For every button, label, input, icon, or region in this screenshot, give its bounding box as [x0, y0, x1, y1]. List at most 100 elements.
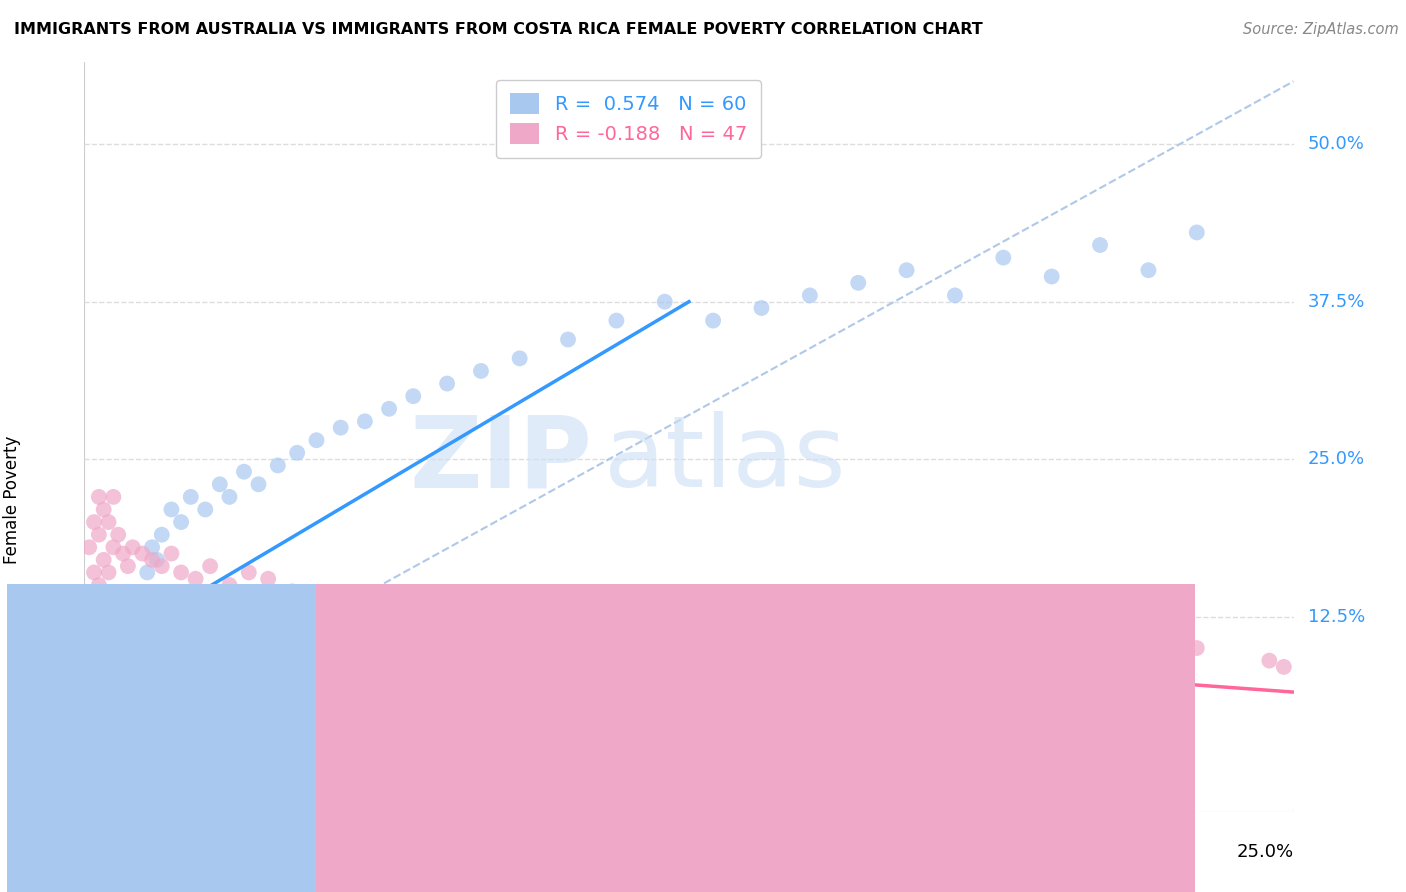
Point	[121, 541, 143, 555]
Point	[150, 527, 173, 541]
Point	[702, 313, 724, 327]
Point	[509, 351, 531, 366]
Point	[238, 566, 260, 580]
Point	[83, 566, 105, 580]
Point	[87, 490, 110, 504]
Point	[247, 477, 270, 491]
Point	[846, 276, 869, 290]
Point	[77, 660, 100, 674]
Point	[112, 634, 135, 648]
Point	[751, 622, 773, 636]
Point	[146, 553, 169, 567]
Text: 25.0%: 25.0%	[1236, 843, 1294, 861]
Point	[943, 288, 966, 302]
Point	[440, 603, 463, 617]
Text: 25.0%: 25.0%	[1308, 450, 1365, 468]
Point	[107, 527, 129, 541]
Point	[141, 553, 163, 567]
Point	[180, 490, 202, 504]
Text: Source: ZipAtlas.com: Source: ZipAtlas.com	[1243, 22, 1399, 37]
Point	[150, 559, 173, 574]
Point	[77, 591, 100, 605]
Point	[87, 527, 110, 541]
Point	[97, 640, 120, 655]
Point	[581, 615, 603, 630]
Point	[436, 376, 458, 391]
Point	[218, 490, 240, 504]
Point	[117, 615, 139, 630]
Point	[194, 502, 217, 516]
Point	[267, 458, 290, 473]
Point	[1031, 634, 1053, 648]
Point	[692, 615, 714, 630]
Point	[799, 288, 821, 302]
Point	[87, 615, 110, 630]
Point	[136, 566, 159, 580]
Point	[170, 515, 193, 529]
Point	[605, 313, 627, 327]
Text: IMMIGRANTS FROM AUSTRALIA VS IMMIGRANTS FROM COSTA RICA FEMALE POVERTY CORRELATI: IMMIGRANTS FROM AUSTRALIA VS IMMIGRANTS …	[14, 22, 983, 37]
Point	[533, 609, 555, 624]
Point	[97, 566, 120, 580]
Point	[83, 622, 105, 636]
Point	[112, 609, 135, 624]
Point	[103, 541, 125, 555]
Point	[87, 654, 110, 668]
Point	[363, 603, 385, 617]
Point	[77, 640, 100, 655]
Point	[121, 622, 143, 636]
Point	[83, 515, 105, 529]
Point	[557, 333, 579, 347]
Point	[93, 603, 115, 617]
Point	[121, 654, 143, 668]
Point	[402, 389, 425, 403]
Point	[107, 628, 129, 642]
Text: 50.0%: 50.0%	[1308, 136, 1365, 153]
Point	[470, 364, 492, 378]
Point	[335, 597, 357, 611]
Point	[634, 622, 657, 636]
Point	[160, 547, 183, 561]
Point	[107, 603, 129, 617]
Point	[305, 434, 328, 448]
Point	[103, 597, 125, 611]
Point	[127, 597, 149, 611]
Point	[117, 559, 139, 574]
Point	[131, 547, 153, 561]
Text: Immigrants from Australia: Immigrants from Australia	[471, 852, 689, 870]
Point	[354, 414, 377, 428]
Text: 12.5%: 12.5%	[1308, 607, 1365, 625]
Point	[83, 648, 105, 662]
Text: Immigrants from Costa Rica: Immigrants from Costa Rica	[780, 852, 1012, 870]
Point	[112, 547, 135, 561]
Point	[93, 634, 115, 648]
Point	[93, 553, 115, 567]
Point	[751, 301, 773, 315]
Point	[1185, 226, 1208, 240]
Text: atlas: atlas	[605, 411, 846, 508]
Point	[896, 263, 918, 277]
Point	[218, 578, 240, 592]
Point	[198, 559, 221, 574]
Point	[117, 640, 139, 655]
Point	[484, 615, 506, 630]
Legend: R =  0.574   N = 60, R = -0.188   N = 47: R = 0.574 N = 60, R = -0.188 N = 47	[496, 79, 761, 158]
Point	[654, 294, 676, 309]
Point	[97, 515, 120, 529]
Point	[170, 566, 193, 580]
Point	[1040, 269, 1063, 284]
Point	[233, 465, 256, 479]
Point	[141, 541, 163, 555]
Point	[1137, 263, 1160, 277]
Point	[103, 622, 125, 636]
Point	[1088, 238, 1111, 252]
Point	[77, 541, 100, 555]
Point	[208, 477, 231, 491]
Point	[1272, 660, 1295, 674]
Point	[1185, 640, 1208, 655]
Text: 0.0%: 0.0%	[84, 843, 129, 861]
Point	[87, 628, 110, 642]
Point	[97, 615, 120, 630]
Point	[87, 578, 110, 592]
Point	[993, 251, 1015, 265]
